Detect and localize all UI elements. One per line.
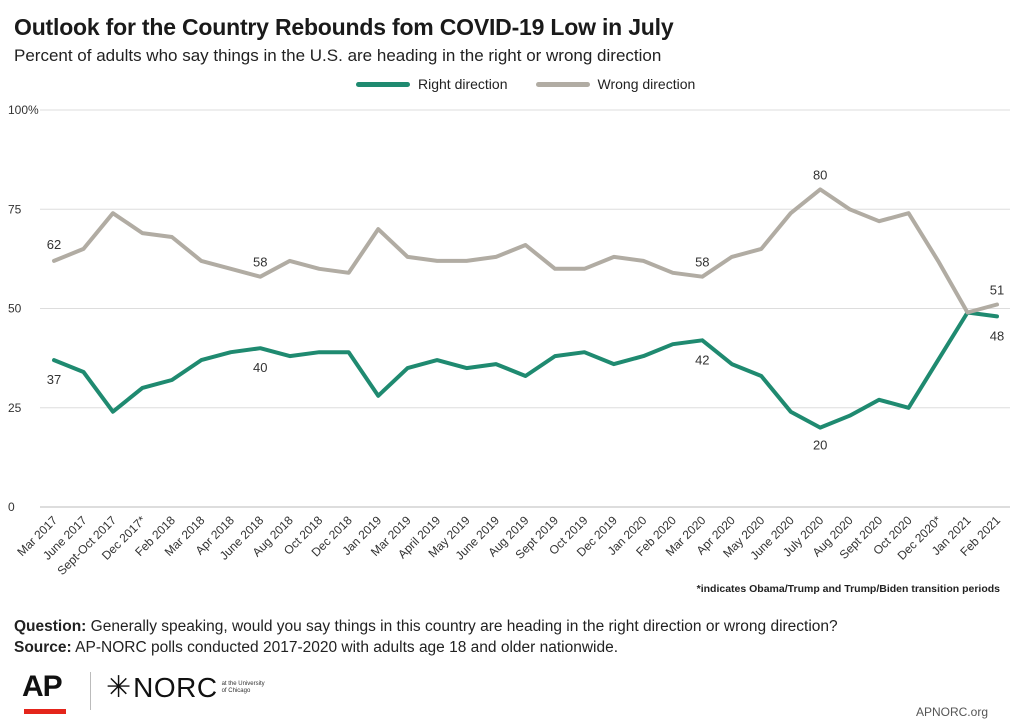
question-text: Question: Generally speaking, would you …	[14, 618, 838, 636]
legend-swatch-right	[356, 81, 410, 87]
source-body: AP-NORC polls conducted 2017-2020 with a…	[75, 639, 619, 656]
ap-logo: AP	[22, 670, 63, 703]
data-label: 42	[695, 352, 709, 367]
data-label: 40	[253, 360, 267, 375]
norc-logo-text: NORC	[133, 672, 218, 703]
norc-star-icon: ✳	[106, 671, 132, 704]
norc-logo-subtext: at the University of Chicago	[221, 681, 265, 694]
source-text: Source: AP-NORC polls conducted 2017-202…	[14, 639, 618, 657]
legend-item-right: Right direction	[356, 76, 508, 92]
data-label: 48	[990, 328, 1004, 343]
legend-item-wrong: Wrong direction	[535, 76, 696, 92]
y-tick-label: 75	[8, 202, 22, 216]
data-label: 58	[695, 255, 709, 270]
series-line-right-direction	[52, 310, 999, 430]
source-label: Source:	[14, 639, 72, 656]
question-body: Generally speaking, would you say things…	[90, 618, 838, 635]
series-line-wrong-direction	[52, 187, 999, 315]
data-label: 80	[813, 167, 827, 182]
data-label: 51	[990, 283, 1004, 298]
y-tick-label: 0	[8, 500, 15, 514]
legend-swatch-wrong	[535, 81, 590, 87]
data-label: 37	[47, 372, 61, 387]
y-tick-label: 50	[8, 302, 22, 316]
data-label: 62	[47, 237, 61, 252]
y-tick-label: 25	[8, 401, 22, 415]
chart-title: Outlook for the Country Rebounds fom COV…	[14, 14, 674, 40]
question-label: Question:	[14, 618, 87, 635]
legend-label-right: Right direction	[418, 76, 508, 92]
norc-logo: ✳ NORC at the University of Chicago	[106, 672, 270, 704]
site-url: APNORC.org	[915, 705, 988, 719]
chart-legend: Right direction Wrong direction	[356, 76, 723, 92]
footnote: *indicates Obama/Trump and Trump/Biden t…	[696, 583, 1000, 595]
logo-divider	[90, 672, 91, 710]
legend-label-wrong: Wrong direction	[597, 76, 696, 92]
data-label: 20	[813, 438, 827, 453]
y-tick-label: 100%	[8, 103, 39, 117]
data-label: 58	[253, 255, 267, 270]
chart-subtitle: Percent of adults who say things in the …	[14, 46, 662, 65]
ap-logo-bar	[24, 709, 66, 714]
